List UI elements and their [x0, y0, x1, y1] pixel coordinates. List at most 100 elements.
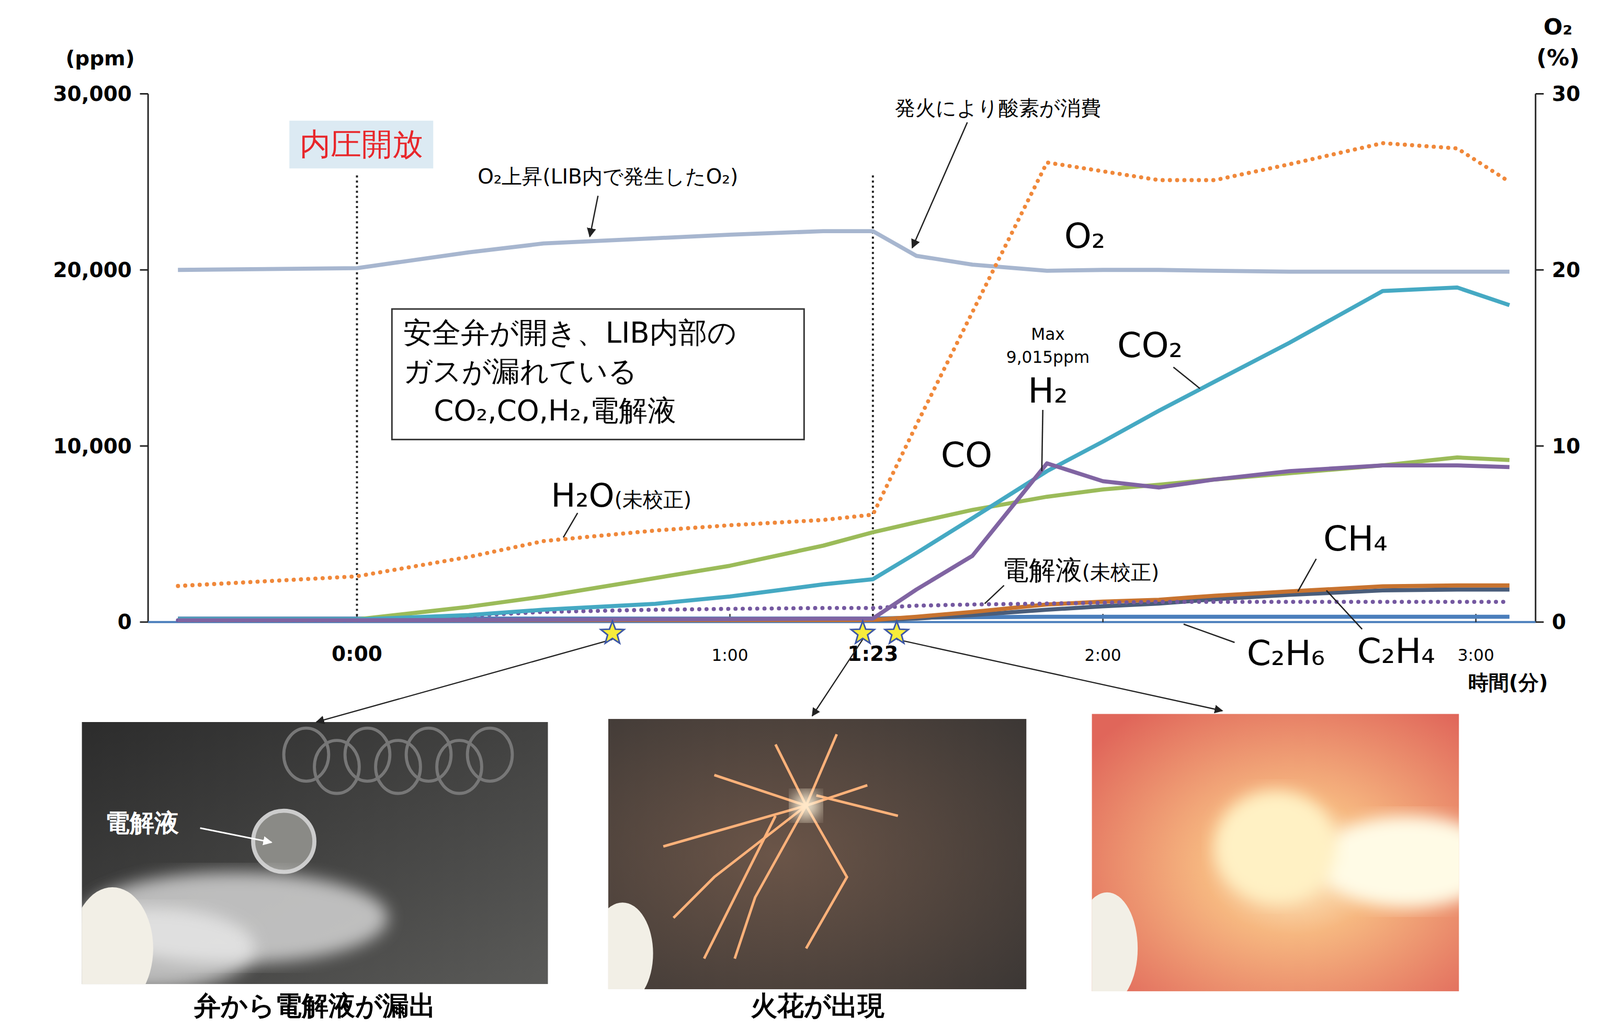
spring	[284, 728, 329, 782]
y-tick-label: 0	[117, 610, 132, 634]
series-label-part: (未校正)	[614, 488, 692, 512]
series-line	[177, 457, 1510, 620]
annotation-group: 安全弁が開き、LIB内部のガスが漏れている CO₂,CO,H₂,電解液	[391, 309, 804, 440]
spark	[816, 795, 899, 816]
y-tick	[140, 621, 149, 623]
y2-axis-title: O₂	[1543, 13, 1573, 40]
y-tick-label: 30,000	[52, 82, 132, 106]
annotation-box	[391, 309, 804, 440]
photo-caption: 火花が出現	[750, 990, 885, 1022]
y2-tick	[1535, 269, 1545, 271]
x-tick-label: 1:00	[711, 645, 749, 665]
series-label-part: H₂O	[551, 476, 615, 515]
photo	[81, 722, 548, 985]
y2-tick	[1535, 445, 1545, 448]
y-tick	[140, 445, 149, 448]
event-star	[884, 621, 909, 644]
event-arrow	[316, 639, 613, 723]
photo-arrow	[200, 828, 272, 843]
y2-tick-label: 0	[1551, 610, 1567, 634]
y2-tick	[1535, 93, 1545, 95]
photo-bg	[608, 719, 1027, 990]
y-tick-label: 20,000	[52, 258, 132, 282]
y-tick	[140, 93, 149, 95]
y-axis-title: (ppm)	[65, 46, 135, 71]
series-label-part: (未校正)	[1082, 560, 1160, 585]
spark	[663, 806, 807, 847]
annotation-arrow	[589, 195, 599, 237]
annotation-arrow	[912, 122, 968, 248]
spring	[375, 740, 421, 794]
nozzle	[608, 902, 654, 990]
y2-axis	[1534, 93, 1537, 622]
nozzle	[1091, 892, 1138, 992]
series-label: CO₂	[1117, 324, 1183, 366]
event-line	[356, 175, 359, 622]
spring	[467, 728, 513, 782]
series-label: H₂O(未校正)	[551, 476, 692, 515]
photo	[608, 719, 1027, 990]
annotation: O₂上昇(LIB内で発生したO₂)	[477, 164, 739, 189]
leader-line	[1173, 367, 1200, 389]
flame	[1315, 815, 1459, 909]
series-label: CO	[940, 434, 993, 476]
y2-tick-label: 30	[1551, 82, 1581, 106]
nozzle	[81, 887, 154, 985]
y-axis	[147, 93, 150, 622]
y-tick-label: 10,000	[52, 434, 132, 459]
annotation: 9,015ppm	[1006, 347, 1090, 367]
spring	[406, 728, 452, 782]
annotation-box	[289, 120, 434, 169]
y2-tick	[1535, 621, 1545, 623]
series-label-part: 電解液	[1002, 554, 1083, 586]
x-tick-label: 2:00	[1084, 645, 1122, 665]
series-group	[177, 143, 1510, 621]
leader-line	[1326, 590, 1363, 630]
series-label: 電解液(未校正)	[1002, 554, 1160, 586]
annotation: 安全弁が開き、LIB内部の	[403, 315, 737, 350]
y2-axis-title: (%)	[1536, 44, 1580, 71]
leader-line	[1041, 410, 1043, 472]
series-label: O₂	[1064, 215, 1106, 257]
series-line	[177, 231, 1510, 272]
photo	[1091, 713, 1459, 992]
leader-line	[1297, 559, 1316, 592]
annotation: ガスが漏れている	[403, 354, 638, 389]
series-label: H₂	[1027, 370, 1068, 412]
spark	[704, 815, 776, 959]
y2-tick-label: 10	[1551, 434, 1581, 459]
event-arrow	[812, 639, 863, 717]
spring	[436, 740, 482, 794]
spark	[806, 806, 847, 949]
event-arrow	[896, 639, 1223, 712]
spring	[314, 740, 360, 794]
series-label: CH₄	[1323, 518, 1388, 560]
spring	[345, 728, 391, 782]
leader-line	[984, 585, 1005, 605]
chart: 010,00020,00030,00001020300:001:001:232:…	[0, 0, 1600, 1030]
spark	[673, 806, 807, 919]
series-label: C₂H₄	[1356, 630, 1435, 672]
spark-core	[791, 791, 821, 821]
photo-caption: 弁から電解液が漏出	[193, 990, 436, 1022]
event-star	[600, 621, 625, 644]
series-line	[177, 143, 1510, 587]
photo-label: 電解液	[105, 809, 179, 838]
series-line	[177, 463, 1510, 621]
annotation: Max	[1030, 324, 1065, 344]
leader-line	[1183, 624, 1235, 643]
annotation: CO₂,CO,H₂,電解液	[433, 393, 677, 428]
event-star	[850, 621, 875, 644]
y-tick	[140, 269, 149, 271]
leader-line	[563, 513, 578, 538]
series-label: C₂H₆	[1246, 632, 1325, 674]
event-line	[871, 175, 875, 622]
valve	[253, 811, 315, 873]
series-line	[177, 287, 1510, 620]
annotation: 内圧開放	[299, 126, 424, 163]
flame	[1213, 790, 1337, 904]
x-tick-label: 0:00	[331, 642, 383, 666]
x-axis-title: 時間(分)	[1468, 671, 1549, 695]
y2-tick-label: 20	[1551, 258, 1581, 282]
annotation: 発火により酸素が消費	[894, 96, 1102, 120]
